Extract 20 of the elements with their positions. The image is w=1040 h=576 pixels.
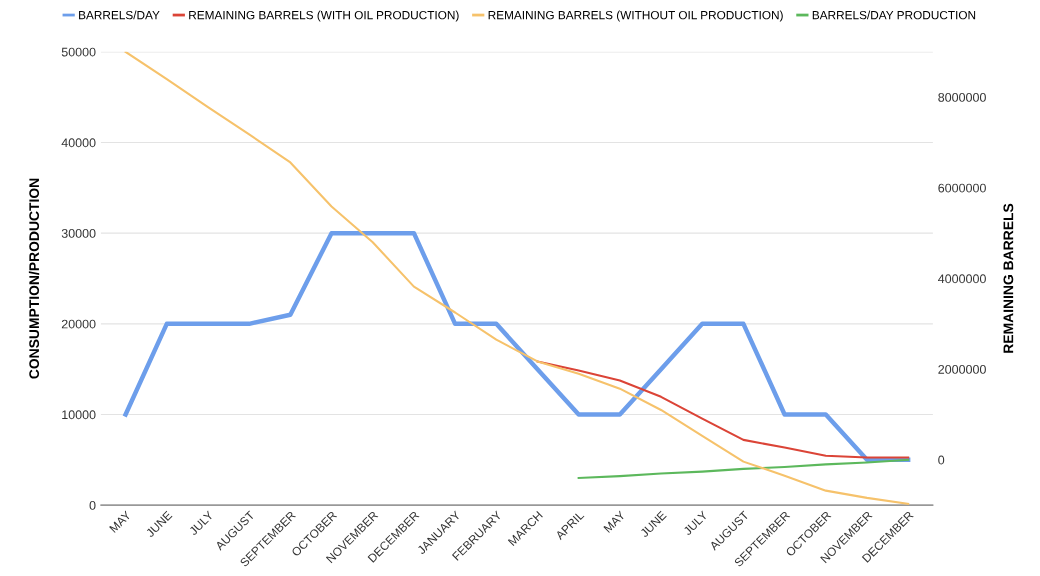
legend-label: REMAINING BARRELS (WITHOUT OIL PRODUCTION) [488,10,783,22]
y2-tick-label: 8000000 [938,92,986,102]
legend-label: BARRELS/DAY [79,10,160,20]
y-tick-label: 30000 [61,228,96,238]
y-tick-label: 10000 [62,410,96,420]
y2-tick-label: 2000000 [938,364,986,374]
y-tick-label: 0 [89,500,96,510]
y2-tick-label: 4000000 [938,274,986,284]
y-tick-label: 50000 [61,47,96,57]
legend-label: REMAINING BARRELS (WITH OIL PRODUCTION) [189,10,459,22]
y-axis-title: CONSUMPTION/PRODUCTION [28,178,40,379]
y-tick-label: 40000 [61,138,96,148]
y2-axis-title: REMAINING BARRELS [1003,203,1014,353]
line-series [577,458,910,479]
y-tick-label: 20000 [61,319,96,329]
legend-label: BARRELS/DAY PRODUCTION [812,10,976,20]
line-series [124,51,910,505]
y2-tick-label: 6000000 [938,183,986,193]
line-series [123,230,911,463]
y2-tick-label: 0 [938,455,945,465]
